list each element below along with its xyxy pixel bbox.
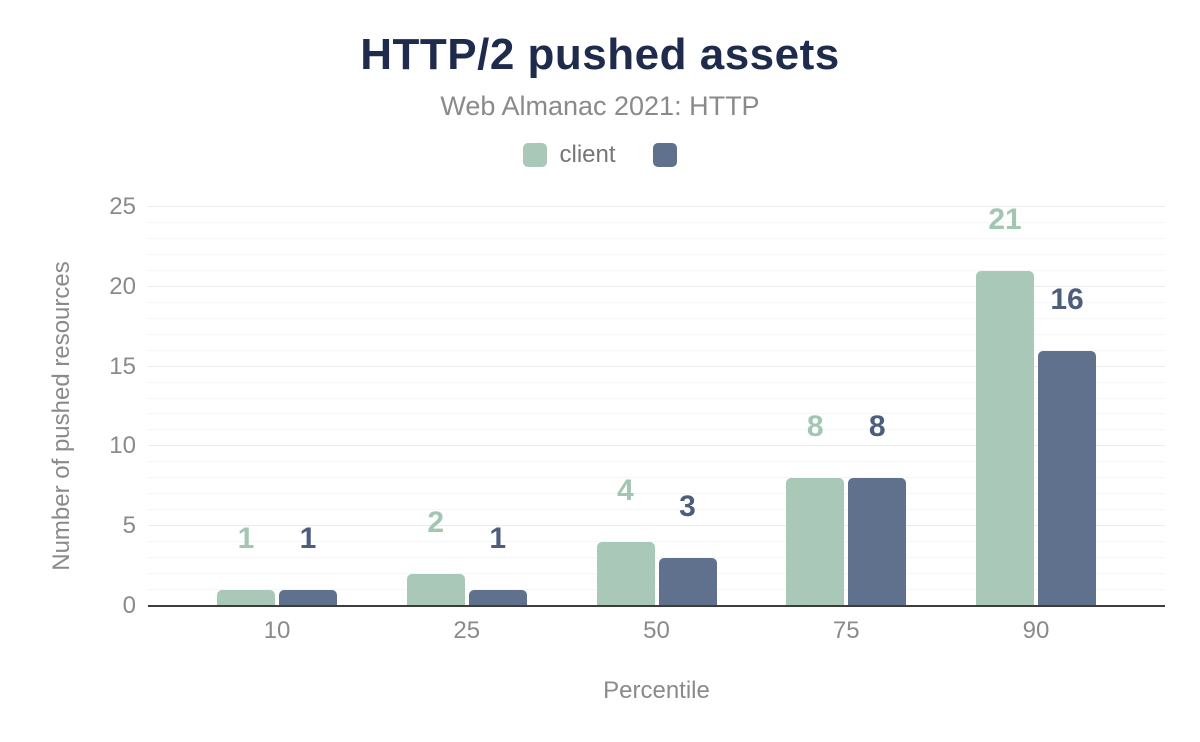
bar-value-label: 4 (617, 474, 634, 508)
x-tick-label: 75 (832, 617, 860, 644)
legend-item-client: client (523, 141, 616, 169)
bar-value-label: 1 (237, 522, 255, 556)
x-tick-label: 10 (263, 617, 291, 644)
gridline (148, 253, 1165, 255)
bar-series2-p25[interactable] (468, 590, 527, 606)
gridline (148, 285, 1165, 287)
gridline (148, 269, 1165, 271)
x-axis-ticks: 10 25 50 75 90 (148, 617, 1165, 647)
x-tick-label: 90 (1022, 617, 1050, 644)
bar-value-label: 8 (806, 410, 824, 444)
bar-client-p25[interactable] (406, 574, 465, 606)
bar-value-label: 3 (679, 490, 696, 524)
gridline (148, 525, 1165, 527)
gridline (148, 397, 1165, 399)
y-tick-label: 10 (109, 432, 136, 460)
gridline (148, 573, 1165, 575)
bar-series2-p10[interactable] (279, 590, 337, 606)
gridline (148, 349, 1165, 351)
bar-value-label: 1 (299, 522, 317, 556)
bar-value-label: 1 (489, 522, 507, 556)
legend: client (0, 141, 1200, 169)
plot-area: 1 2 4 8 21 1 1 3 8 16 (148, 202, 1165, 606)
legend-swatch-icon (652, 143, 677, 167)
bar-client-p50[interactable] (596, 542, 655, 606)
gridline (148, 317, 1165, 319)
x-axis-title: Percentile (603, 677, 710, 704)
y-tick-label: 0 (122, 592, 136, 619)
legend-item-series2 (652, 143, 677, 167)
gridline (148, 413, 1165, 415)
x-axis-line (148, 605, 1165, 607)
x-tick-label: 50 (643, 617, 670, 644)
gridline (148, 333, 1165, 335)
gridline (148, 541, 1165, 543)
y-tick-label: 25 (109, 193, 136, 220)
bar-value-label: 16 (1050, 282, 1084, 316)
gridline (148, 221, 1165, 223)
gridline (148, 429, 1165, 431)
gridline (148, 557, 1165, 559)
gridline (148, 509, 1165, 511)
y-tick-label: 5 (122, 512, 136, 540)
bar-client-p10[interactable] (217, 590, 275, 606)
bar-client-p75[interactable] (786, 478, 845, 606)
bar-series2-p75[interactable] (848, 478, 907, 606)
bar-client-p90[interactable] (976, 270, 1034, 606)
bar-value-label: 21 (988, 202, 1022, 236)
gridline (148, 365, 1165, 367)
gridline (148, 301, 1165, 303)
gridline (148, 493, 1165, 495)
gridline (148, 381, 1165, 383)
legend-label: client (559, 141, 616, 168)
bar-value-label: 2 (427, 506, 445, 540)
bar-series2-p90[interactable] (1038, 350, 1096, 606)
gridline (148, 206, 1165, 207)
gridline (148, 445, 1165, 447)
gridline (148, 477, 1165, 479)
bar-series2-p50[interactable] (658, 558, 717, 606)
gridline (148, 461, 1165, 463)
bar-value-label: 8 (868, 410, 886, 444)
gridline (148, 589, 1165, 591)
y-tick-label: 20 (109, 272, 136, 300)
y-tick-label: 15 (109, 352, 136, 380)
gridline (148, 237, 1165, 239)
chart-title: HTTP/2 pushed assets (360, 30, 840, 79)
legend-swatch-icon (523, 143, 548, 167)
x-tick-label: 25 (453, 617, 481, 644)
y-axis-ticks: 0 5 10 15 20 25 (0, 193, 136, 619)
chart-subtitle: Web Almanac 2021: HTTP (440, 91, 760, 121)
